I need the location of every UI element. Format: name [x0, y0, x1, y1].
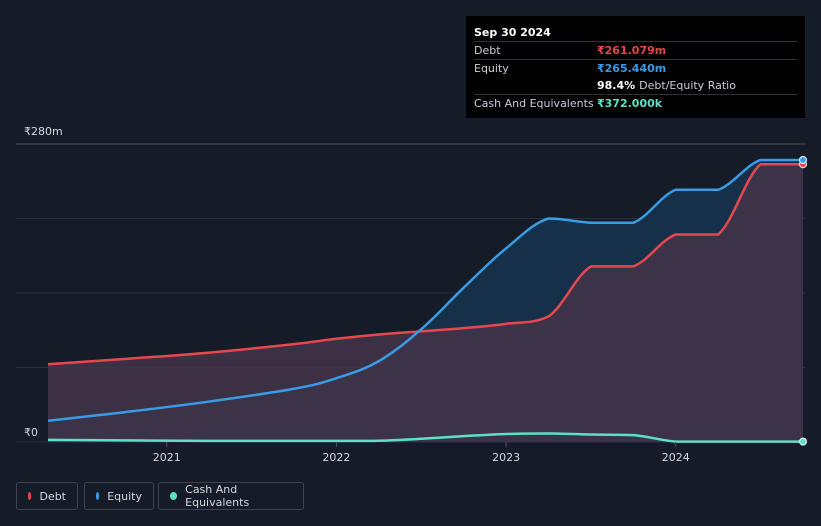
tooltip-cash-value: ₹372.000k [597, 97, 663, 110]
legend-equity-label: Equity [107, 489, 142, 503]
legend-item-debt[interactable]: Debt [16, 482, 78, 510]
legend-cash-label: Cash And Equivalents [185, 483, 250, 509]
legend-cash-dot-icon [170, 492, 178, 500]
legend-debt-dot-icon [28, 492, 32, 500]
tooltip-row-ratio: 98.4% Debt/Equity Ratio [474, 77, 797, 94]
tooltip-equity-value: ₹265.440m [597, 62, 667, 75]
x-tick-label-2021: 2021 [153, 451, 181, 464]
tooltip-equity-label: Equity [474, 62, 509, 75]
tooltip-debt-label: Debt [474, 44, 501, 57]
chart-end-markers [799, 155, 807, 446]
tooltip-ratio-label: Debt/Equity Ratio [639, 79, 736, 92]
tooltip-ratio: 98.4% Debt/Equity Ratio [597, 77, 736, 94]
tooltip-row-cash: Cash And Equivalents ₹372.000k [474, 94, 797, 112]
tooltip-row-equity: Equity ₹265.440m [474, 59, 797, 77]
legend-debt-label: Debt [39, 489, 66, 503]
series-line-cash [47, 432, 803, 443]
end-marker-cash [799, 437, 807, 446]
series-line-equity [47, 158, 803, 422]
legend-equity-dot-icon [96, 492, 100, 500]
chart-axes: ₹280m ₹0 2021 2022 2023 2024 [24, 125, 690, 464]
tooltip-debt-value: ₹261.079m [597, 44, 667, 57]
series-line-debt [47, 162, 803, 366]
legend-item-equity[interactable]: Equity [84, 482, 154, 510]
x-tick-label-2024: 2024 [662, 451, 690, 464]
debt-area-tint [48, 164, 803, 442]
tooltip-ratio-value: 98.4% [597, 79, 636, 92]
data-tooltip: Sep 30 2024 Debt ₹261.079m Equity ₹265.4… [466, 16, 805, 118]
tooltip-row-debt: Debt ₹261.079m [474, 41, 797, 59]
tooltip-date: Sep 30 2024 [474, 26, 551, 39]
end-marker-equity [799, 155, 807, 164]
y-tick-label-top: ₹280m [24, 125, 63, 138]
debt-area [48, 164, 803, 442]
chart-lines [47, 158, 803, 443]
legend-item-cash[interactable]: Cash And Equivalents [158, 482, 304, 510]
x-tick-label-2022: 2022 [322, 451, 350, 464]
y-tick-label-bottom: ₹0 [24, 426, 38, 439]
tooltip-cash-label: Cash And Equivalents [474, 97, 594, 110]
x-tick-label-2023: 2023 [492, 451, 520, 464]
chart-areas [48, 159, 803, 442]
